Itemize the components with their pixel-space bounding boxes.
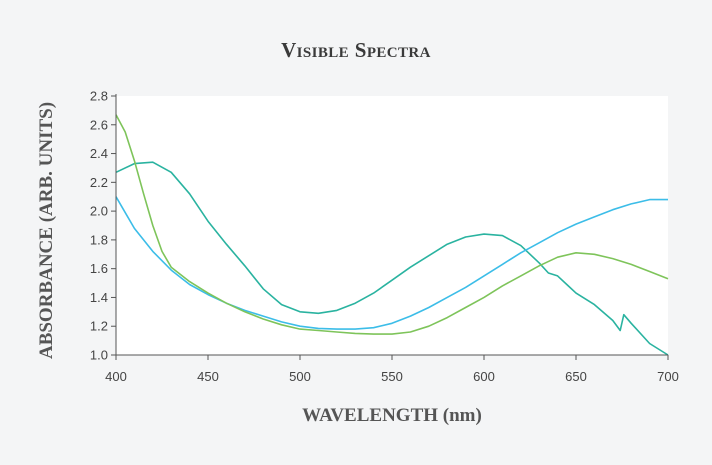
plot-area: [116, 96, 668, 355]
series-line-1: [115, 161, 669, 356]
x-tick-label: 550: [381, 369, 403, 384]
y-tick-label: 2.8: [90, 89, 108, 104]
x-tick-label: 700: [657, 369, 679, 384]
y-tick-label: 2.6: [90, 117, 108, 132]
y-axis-title: ABSORBANCE (ARB. UNITS): [36, 102, 57, 359]
y-tick-label: 1.6: [90, 261, 108, 276]
x-axis-title: WAVELENGTH (nm): [302, 405, 482, 426]
chart-title: Visible Spectra: [281, 38, 431, 62]
series-line-2: [115, 196, 668, 330]
y-tick-label: 1.2: [90, 319, 108, 334]
axes-layer: 1.0 1.2 1.4 1.6 1.8 2.0 2.2 2.4 2.6 2.8 400 450 500 5…: [90, 89, 679, 385]
y-tick-label: 2.4: [90, 146, 108, 161]
x-tick-label: 400: [105, 369, 127, 384]
series-line-3: [115, 114, 669, 335]
y-tick-label: 2.2: [90, 175, 108, 190]
y-tick-label: 1.4: [90, 290, 108, 305]
y-tick-label: 2.0: [90, 204, 108, 219]
x-tick-label: 500: [289, 369, 311, 384]
x-tick-label: 600: [473, 369, 495, 384]
y-tick-label: 1.8: [90, 232, 108, 247]
x-tick-label: 450: [197, 369, 219, 384]
x-tick-label: 650: [565, 369, 587, 384]
series-layer: [115, 114, 669, 356]
y-tick-label: 1.0: [90, 348, 108, 363]
